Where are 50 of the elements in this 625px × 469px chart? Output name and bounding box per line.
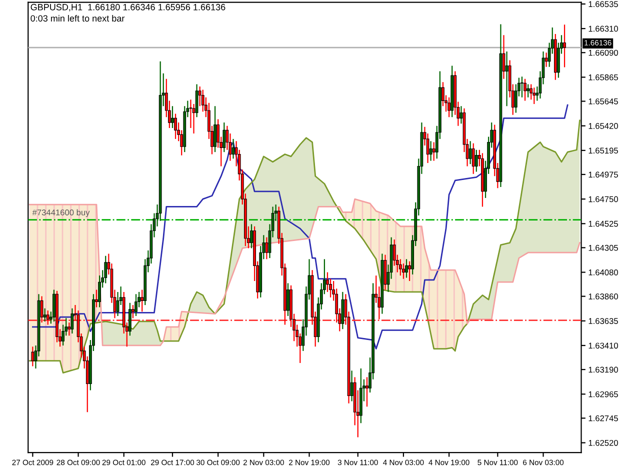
candlestick bbox=[505, 50, 508, 107]
candlestick bbox=[524, 78, 526, 102]
candlestick bbox=[532, 87, 536, 105]
y-tick-label: 1.65195 bbox=[588, 148, 618, 154]
candlestick bbox=[530, 84, 533, 100]
text: 0:03 min left to next bar bbox=[30, 14, 125, 22]
candlestick bbox=[31, 346, 34, 367]
y-tick-label: 1.62745 bbox=[588, 415, 618, 422]
y-tick-label: 1.64080 bbox=[588, 269, 618, 276]
candlestick bbox=[70, 308, 74, 334]
candlestick bbox=[520, 76, 524, 98]
candlestick bbox=[366, 376, 368, 408]
y-tick-label: 1.63635 bbox=[588, 318, 618, 324]
y-tick-label: 1.66090 bbox=[588, 50, 618, 56]
candlestick bbox=[222, 122, 226, 153]
y-tick-label: 1.66535 bbox=[588, 1, 618, 8]
y-tick-label: 1.62965 bbox=[588, 391, 618, 398]
y-tick-label: 1.64305 bbox=[588, 244, 618, 251]
candlestick bbox=[398, 258, 402, 276]
candlestick bbox=[195, 84, 198, 118]
candlestick bbox=[429, 140, 432, 162]
candlestick bbox=[472, 142, 475, 174]
y-tick-label: 1.64525 bbox=[588, 220, 618, 227]
line-series bbox=[32, 104, 568, 350]
ref-line-label: #73441600 buy bbox=[32, 209, 90, 218]
line-series bbox=[28, 198, 580, 346]
candlestick bbox=[405, 258, 408, 278]
y-tick-label: 1.62520 bbox=[588, 440, 618, 446]
y-tick-label: 1.63410 bbox=[588, 342, 618, 349]
y-tick-label: 1.65420 bbox=[588, 123, 618, 129]
chart-title: GBPUSD,H1 1.66180 1.66346 1.65956 1.66136 bbox=[30, 4, 226, 12]
candlestick bbox=[474, 149, 478, 172]
candlestick bbox=[128, 302, 132, 336]
candlestick bbox=[46, 310, 50, 326]
y-tick-label: 1.65645 bbox=[588, 98, 618, 104]
y-tick-label: 1.63190 bbox=[588, 366, 618, 373]
candlestick bbox=[171, 106, 174, 129]
y-tick-label: 1.64975 bbox=[588, 172, 618, 178]
candlestick bbox=[134, 294, 138, 317]
y-tick-label: 1.66310 bbox=[588, 26, 618, 32]
y-tick-label: 1.64750 bbox=[588, 196, 618, 202]
candlestick bbox=[526, 84, 530, 98]
candlestick bbox=[563, 24, 566, 68]
y-tick-label: 1.65865 bbox=[588, 74, 618, 80]
y-tick-label: 1.63860 bbox=[588, 294, 618, 300]
candlestick bbox=[402, 262, 405, 280]
candlestick bbox=[214, 106, 216, 153]
candlestick bbox=[468, 140, 472, 165]
candlestick bbox=[174, 113, 177, 140]
candlestick bbox=[104, 255, 108, 284]
